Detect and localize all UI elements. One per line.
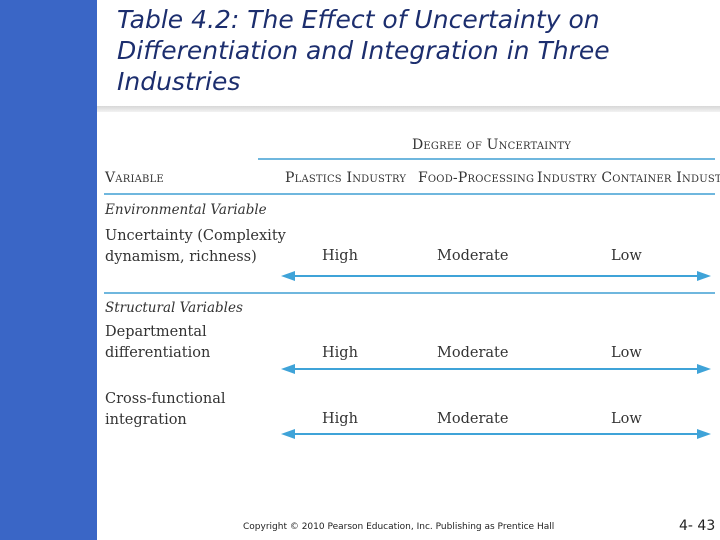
title-divider [97,106,720,112]
value-high: High [322,248,358,264]
row-label: differentiation [105,345,211,361]
row-label: Cross-functional [105,391,226,407]
value-high: High [322,345,358,361]
column-header-plastics: Plastics Industry [285,170,407,186]
environmental-variable-heading: Environmental Variable [105,202,267,218]
value-low: Low [611,411,642,427]
column-header-food: Food-Processing [418,170,535,186]
row-label: integration [105,412,187,428]
integration-range-arrow [281,429,711,439]
uncertainty-range-arrow [281,271,711,281]
group-header-degree-of-uncertainty: Degree of Uncertainty [412,137,572,153]
group-header-rule [258,158,715,160]
column-header-variable: Variable [105,170,164,186]
column-header-rule [104,193,715,195]
row-label: Uncertainty (Complexity [105,228,286,244]
structural-variables-heading: Structural Variables [105,300,243,316]
copyright-footer: Copyright © 2010 Pearson Education, Inc.… [243,522,555,532]
page-number: 4- 43 [679,518,716,534]
value-moderate: Moderate [437,411,509,427]
differentiation-range-arrow [281,364,711,374]
value-high: High [322,411,358,427]
value-low: Low [611,345,642,361]
value-low: Low [611,248,642,264]
row-label: Departmental [105,324,207,340]
row-label: dynamism, richness) [105,249,257,265]
slide-title: Table 4.2: The Effect of Uncertainty on … [117,5,610,96]
sidebar-band [0,0,97,540]
column-header-container: Industry Container Industry [537,170,720,186]
value-moderate: Moderate [437,345,509,361]
value-moderate: Moderate [437,248,509,264]
section-rule [104,292,715,294]
